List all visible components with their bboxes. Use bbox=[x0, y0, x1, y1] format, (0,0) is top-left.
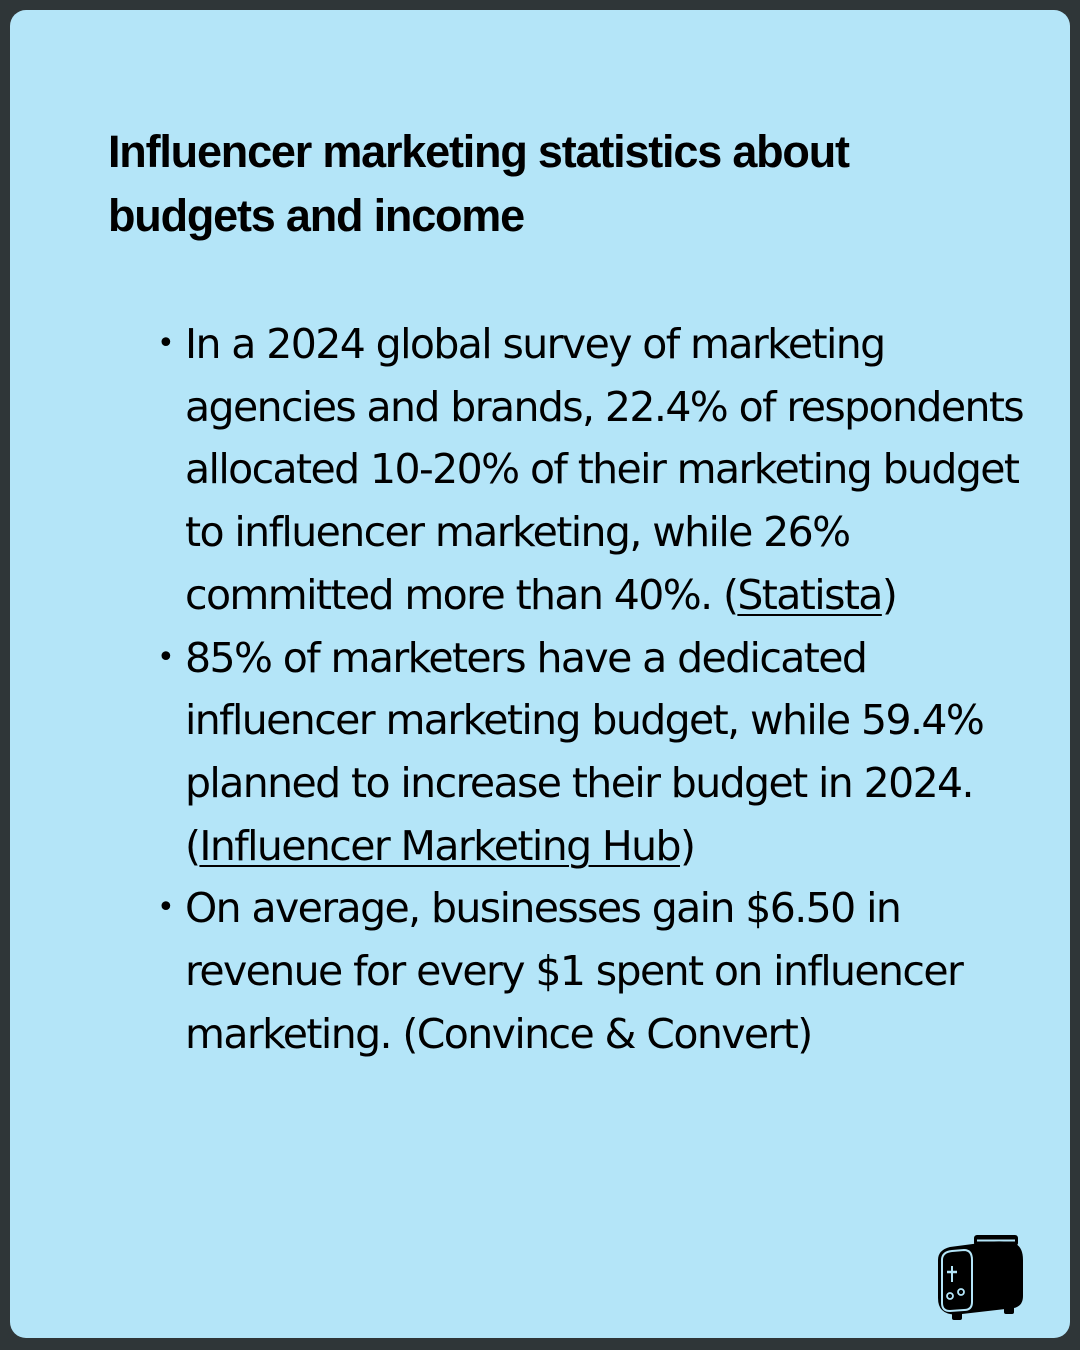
stat-close: ) bbox=[679, 821, 696, 870]
stat-text: On average, businesses gain $6.50 in rev… bbox=[185, 884, 964, 1058]
source-label-convince-convert: Convince & Convert bbox=[416, 1009, 799, 1058]
stat-item-convince-convert: • On average, businesses gain $6.50 in r… bbox=[157, 877, 1045, 1065]
content-card: Influencer marketing statistics about bu… bbox=[10, 10, 1070, 1338]
bullet-icon: • bbox=[157, 639, 175, 675]
stat-close: ) bbox=[797, 1009, 813, 1058]
source-link-statista[interactable]: Statista bbox=[737, 570, 883, 619]
stats-list: • In a 2024 global survey of marketing a… bbox=[157, 313, 1045, 1065]
bullet-icon: • bbox=[157, 890, 175, 926]
toaster-icon bbox=[928, 1230, 1026, 1322]
bullet-icon: • bbox=[157, 326, 175, 361]
stat-item-statista: • In a 2024 global survey of marketing a… bbox=[157, 313, 1045, 627]
page-title: Influencer marketing statistics about bu… bbox=[108, 126, 850, 241]
stat-item-influencer-marketing-hub: • 85% of marketers have a dedicated infl… bbox=[157, 627, 1045, 878]
stat-text: In a 2024 global survey of marketing age… bbox=[185, 320, 1025, 619]
stat-text: 85% of marketers have a dedicated influe… bbox=[185, 633, 985, 870]
stat-close: ) bbox=[881, 570, 898, 619]
source-link-influencer-marketing-hub[interactable]: Influencer Marketing Hub bbox=[199, 821, 681, 870]
